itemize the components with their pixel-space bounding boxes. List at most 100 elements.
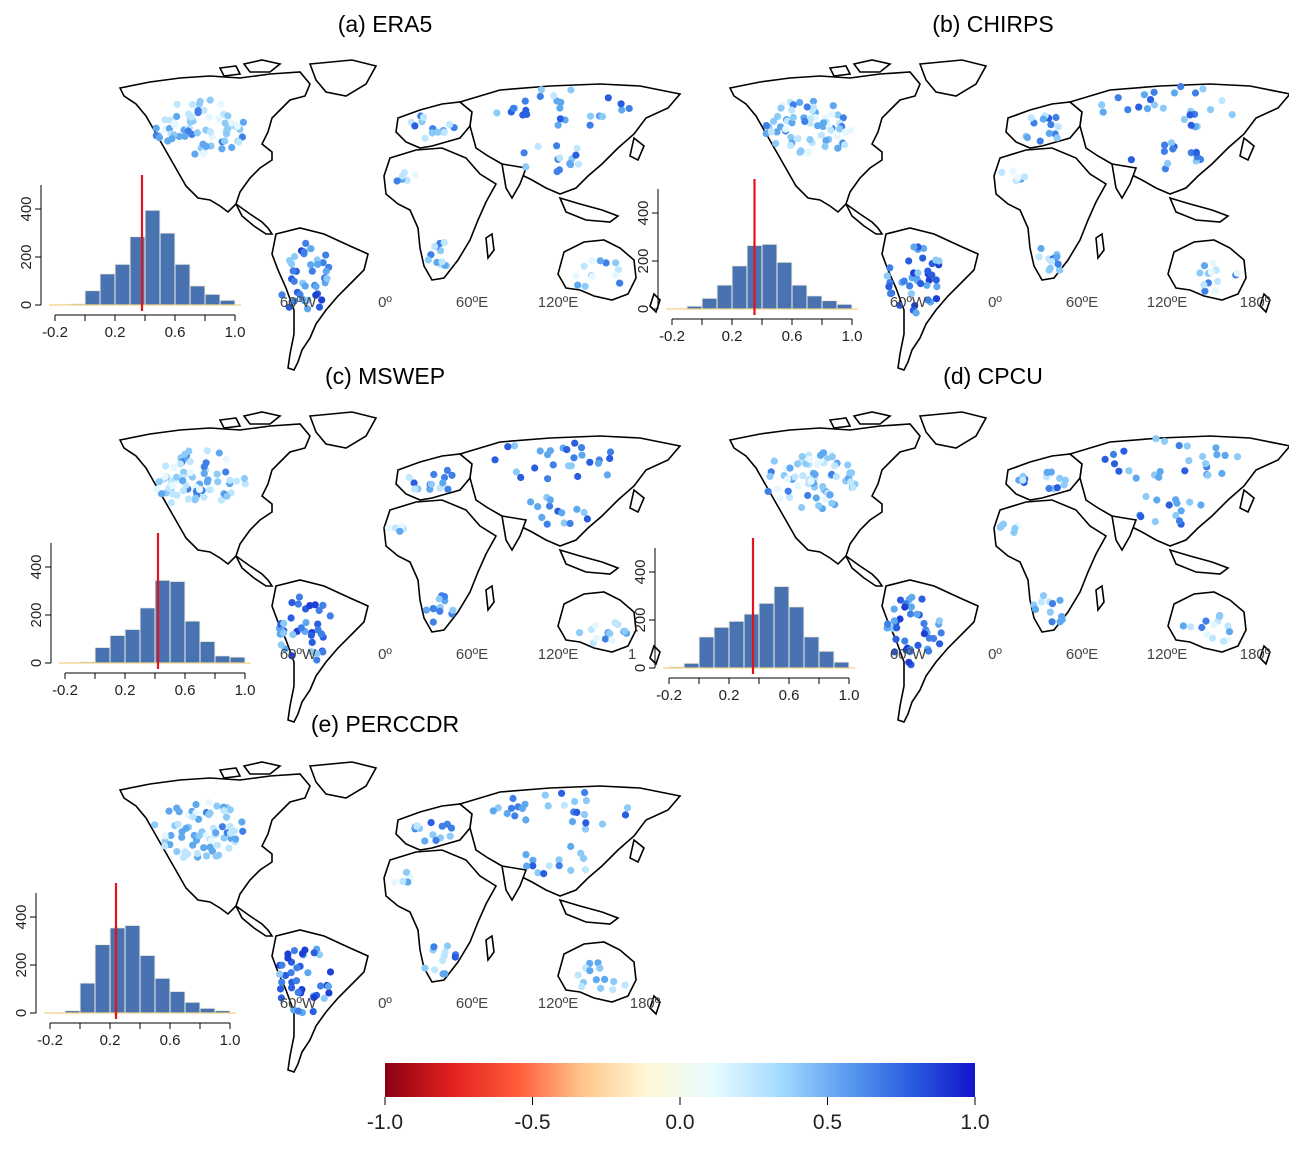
station-point (606, 630, 613, 637)
station-point (309, 268, 316, 275)
station-point (818, 132, 825, 139)
x-tick-label: 1.0 (839, 687, 860, 704)
station-point (924, 268, 931, 275)
station-point (581, 509, 588, 516)
station-point (901, 604, 908, 611)
hist-bar (200, 1008, 215, 1013)
station-point (1192, 89, 1199, 96)
station-point (1214, 278, 1221, 285)
station-point (315, 626, 322, 633)
hist-bar (140, 955, 155, 1013)
lon-label-60w: 60ºW (280, 294, 317, 311)
station-point (550, 461, 557, 468)
station-point (1115, 468, 1122, 475)
station-point (194, 129, 201, 136)
station-point (298, 624, 305, 631)
station-point (238, 818, 245, 825)
hist-bar (110, 928, 125, 1013)
lon-label-120e: 120ºE (538, 995, 579, 1012)
hist-bar (834, 662, 849, 668)
x-tick-label: 0.6 (782, 328, 803, 345)
lon-label-120e: 120ºE (538, 294, 579, 311)
station-point (277, 985, 284, 992)
station-point (1169, 145, 1176, 152)
station-point (784, 475, 791, 482)
station-point (828, 500, 835, 507)
station-point (217, 100, 224, 107)
station-point (581, 789, 588, 796)
station-point (550, 92, 557, 99)
station-point (1155, 474, 1162, 481)
station-point (1128, 156, 1135, 163)
station-point (1147, 96, 1154, 103)
station-point (177, 460, 184, 467)
station-point (212, 829, 219, 836)
hist-bar (714, 627, 729, 668)
station-point (1168, 139, 1175, 146)
station-point (1209, 260, 1216, 267)
station-point (222, 468, 229, 475)
station-point (441, 239, 448, 246)
hist-bar (699, 637, 714, 668)
station-point (998, 523, 1005, 530)
station-point (511, 442, 518, 449)
station-point (1125, 467, 1132, 474)
colorbar-tick-label: 1.0 (960, 1111, 989, 1134)
station-point (544, 521, 551, 528)
station-point (589, 273, 596, 280)
hist-bar (185, 1002, 200, 1013)
y-tick-label: 0 (18, 301, 35, 309)
station-point (1047, 265, 1054, 272)
station-point (307, 261, 314, 268)
station-point (844, 461, 851, 468)
station-point (546, 503, 553, 510)
station-point (565, 462, 572, 469)
station-point (284, 955, 291, 962)
hist-bar (80, 983, 95, 1013)
station-point (919, 255, 926, 262)
colorbar-tick-label: 0.0 (665, 1111, 694, 1134)
panel-title-d: (d) CPCU (943, 363, 1043, 389)
station-point (799, 453, 806, 460)
station-point (1199, 453, 1206, 460)
x-tick-label: -0.2 (37, 1032, 63, 1049)
lon-label-0: 0º (378, 995, 392, 1012)
station-point (521, 149, 528, 156)
x-tick-label: -0.2 (42, 324, 68, 341)
station-point (442, 948, 449, 955)
colorbar-tick-label: 0.5 (813, 1111, 842, 1134)
station-point (299, 950, 306, 957)
station-point (491, 456, 498, 463)
station-point (431, 243, 438, 250)
station-point (1044, 469, 1051, 476)
colorbar-tick-label: -1.0 (367, 1111, 403, 1134)
station-point (1028, 114, 1035, 121)
lon-label-60e: 60ºE (456, 646, 488, 663)
station-point (587, 122, 594, 129)
hist-bar (729, 621, 744, 668)
station-point (906, 282, 913, 289)
station-point (813, 494, 820, 501)
station-point (1045, 485, 1052, 492)
station-point (171, 122, 178, 129)
station-point (553, 142, 560, 149)
station-point (815, 502, 822, 509)
y-tick-label: 0 (632, 664, 649, 672)
station-point (763, 122, 770, 129)
station-point (531, 464, 538, 471)
y-tick-label: 400 (18, 196, 35, 221)
station-point (276, 971, 283, 978)
station-point (581, 811, 588, 818)
y-tick-label: 400 (632, 559, 649, 584)
station-point (923, 282, 930, 289)
lon-label-60e: 60ºE (456, 995, 488, 1012)
station-point (1056, 267, 1063, 274)
station-point (936, 617, 943, 624)
station-point (820, 119, 827, 126)
hist-bar (115, 264, 130, 305)
station-point (1201, 288, 1208, 295)
station-point (806, 456, 813, 463)
station-point (612, 619, 619, 626)
station-point (768, 128, 775, 135)
station-point (511, 812, 518, 819)
